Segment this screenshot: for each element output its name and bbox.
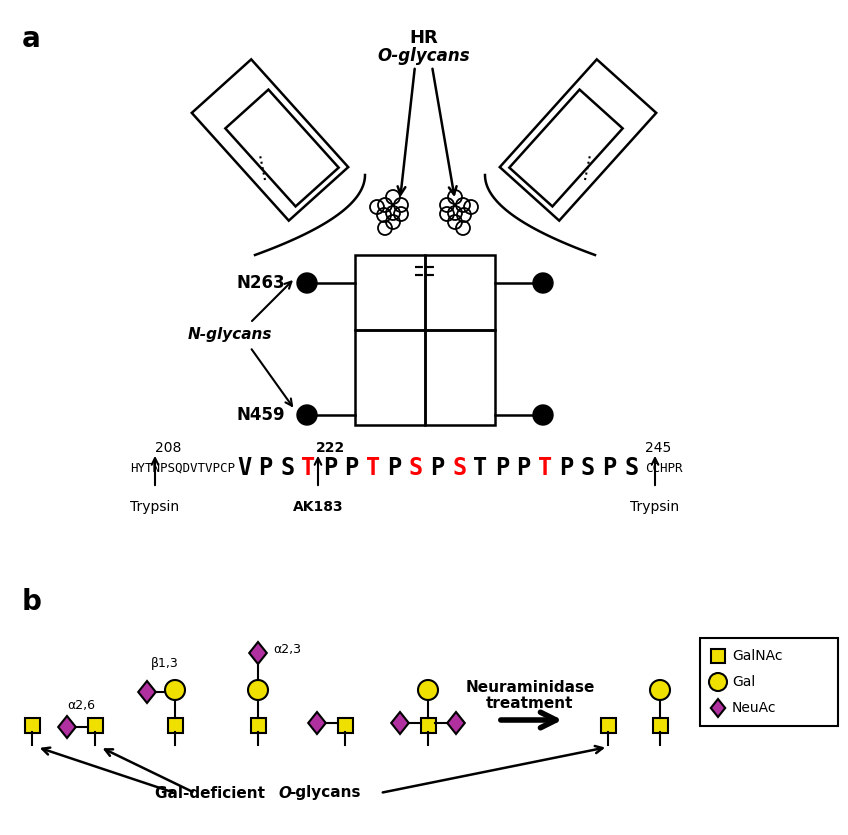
- Circle shape: [650, 680, 670, 700]
- Text: HR: HR: [410, 29, 438, 47]
- Text: α2,6: α2,6: [67, 699, 95, 711]
- Text: CCHPR: CCHPR: [645, 462, 683, 474]
- Circle shape: [418, 680, 438, 700]
- Text: O-glycans: O-glycans: [377, 47, 471, 65]
- Bar: [338, 717, 353, 732]
- Text: 245: 245: [645, 441, 672, 455]
- Bar: [25, 717, 40, 732]
- Text: NeuAc: NeuAc: [732, 701, 777, 715]
- Circle shape: [533, 405, 553, 425]
- Polygon shape: [308, 712, 326, 734]
- Text: S: S: [624, 456, 639, 480]
- Text: N263: N263: [237, 274, 285, 292]
- Text: T: T: [366, 456, 380, 480]
- Text: Gal: Gal: [732, 675, 756, 689]
- Polygon shape: [138, 681, 156, 703]
- Bar: [425, 330, 495, 425]
- Text: Trypsin: Trypsin: [630, 500, 679, 514]
- Text: -glycans: -glycans: [289, 786, 360, 801]
- Text: S: S: [452, 456, 466, 480]
- Polygon shape: [711, 699, 725, 717]
- Text: P: P: [560, 456, 574, 480]
- Text: Gal-deficient: Gal-deficient: [154, 786, 270, 801]
- Text: P: P: [388, 456, 402, 480]
- Text: Trypsin: Trypsin: [131, 500, 180, 514]
- Circle shape: [248, 680, 268, 700]
- Text: P: P: [495, 456, 510, 480]
- Text: S: S: [581, 456, 595, 480]
- Text: Neuraminidase: Neuraminidase: [466, 680, 594, 695]
- Text: P: P: [259, 456, 273, 480]
- Polygon shape: [391, 712, 409, 734]
- Bar: [355, 330, 425, 425]
- Polygon shape: [249, 642, 267, 664]
- Polygon shape: [59, 716, 75, 738]
- Bar: [711, 649, 725, 663]
- Text: S: S: [280, 456, 294, 480]
- Text: T: T: [538, 456, 552, 480]
- Bar: [355, 255, 425, 330]
- Text: T: T: [302, 456, 315, 480]
- Text: N459: N459: [237, 406, 285, 424]
- Text: S: S: [409, 456, 423, 480]
- Text: treatment: treatment: [486, 696, 574, 711]
- Text: 208: 208: [155, 441, 181, 455]
- Polygon shape: [447, 712, 465, 734]
- Text: P: P: [602, 456, 616, 480]
- Text: b: b: [22, 588, 42, 616]
- Text: O: O: [278, 786, 291, 801]
- Bar: [700, 638, 838, 726]
- Bar: [425, 255, 495, 330]
- Text: P: P: [344, 456, 359, 480]
- Text: a: a: [22, 25, 41, 53]
- Circle shape: [297, 273, 317, 293]
- Bar: [87, 717, 103, 732]
- Text: T: T: [473, 456, 488, 480]
- Text: AK183: AK183: [293, 500, 343, 514]
- Bar: [168, 717, 182, 732]
- Text: HYTNPSQDVTVPCP: HYTNPSQDVTVPCP: [130, 462, 235, 474]
- Bar: [600, 717, 616, 732]
- Circle shape: [165, 680, 185, 700]
- Bar: [421, 717, 436, 732]
- Text: GalNAc: GalNAc: [732, 649, 783, 663]
- Bar: [250, 717, 265, 732]
- Text: β1,3: β1,3: [151, 656, 179, 670]
- Text: 222: 222: [316, 441, 345, 455]
- Text: V: V: [237, 456, 251, 480]
- Circle shape: [709, 673, 727, 691]
- Text: P: P: [516, 456, 531, 480]
- Text: α2,3: α2,3: [273, 644, 301, 656]
- Text: P: P: [323, 456, 338, 480]
- Bar: [652, 717, 667, 732]
- Circle shape: [533, 273, 553, 293]
- Circle shape: [297, 405, 317, 425]
- Text: N-glycans: N-glycans: [187, 327, 272, 342]
- Text: P: P: [431, 456, 444, 480]
